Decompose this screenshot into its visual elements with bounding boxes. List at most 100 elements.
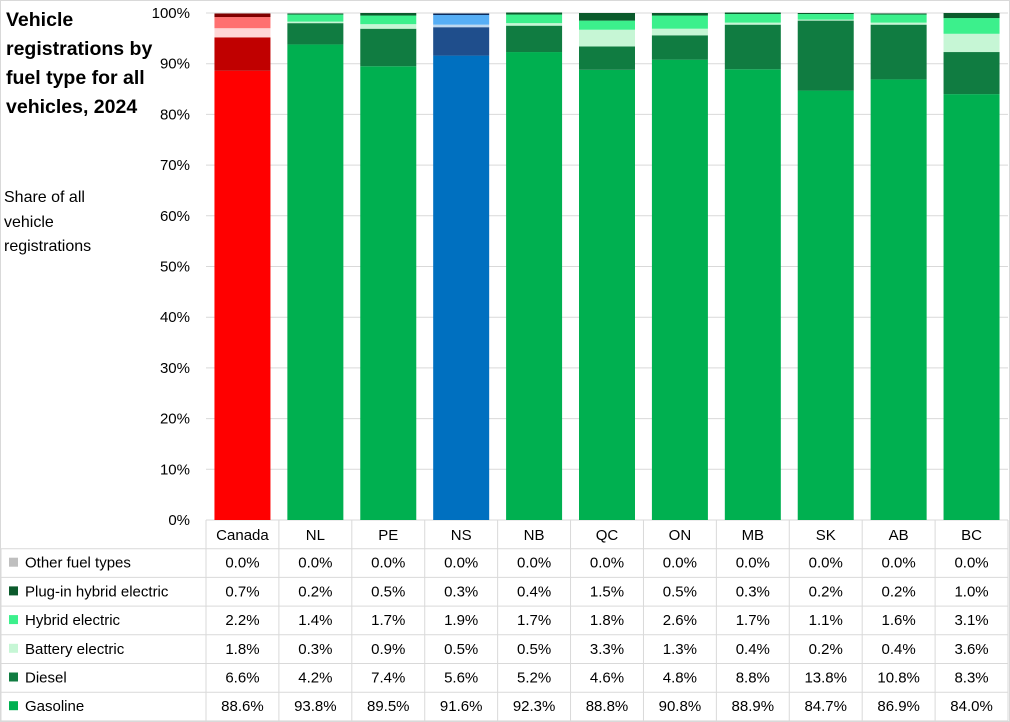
y-tick-label: 20% [160,411,190,428]
data-label: 0.0% [882,555,916,572]
y-tick-label: 60% [160,208,190,225]
x-tick-label: NS [451,527,472,544]
data-label: 90.8% [659,698,702,715]
bar-pe-plug-in-hybrid-electric [360,13,417,16]
y-tick-label: 10% [160,461,190,478]
bar-qc-hybrid-electric [579,20,635,30]
bar-nl-battery-electric [287,21,344,24]
bar-sk-battery-electric [797,19,854,21]
x-tick-label: BC [961,527,982,544]
data-label: 0.5% [517,641,551,658]
bar-ab-battery-electric [870,22,927,25]
data-label: 91.6% [440,698,483,715]
bar-nl-diesel [287,23,344,45]
x-tick-label: Canada [216,527,269,544]
bar-canada-hybrid-electric [214,17,271,29]
y-tick-label: 0% [168,512,190,529]
data-label: 13.8% [804,670,847,687]
data-label: 1.7% [736,612,770,629]
table-row-battery-electric: Battery electric 1.8% 0.3% 0.9% 0.5% 0.5% 3.3%… [9,641,989,658]
data-label: 88.6% [221,698,264,715]
bar-bc-battery-electric [943,33,1000,53]
chart-subtitle: Share of all vehicle registrations [4,189,92,255]
table-row-diesel: Diesel 6.6% 4.2% 7.4% 5.6% 5.2% 4.6% 4.8% 8.8% 13… [9,670,989,687]
bar-stack-qc [579,13,635,520]
data-label: 0.3% [298,641,332,658]
x-tick-label: PE [378,527,398,544]
data-label: 92.3% [513,698,556,715]
table-row-gasoline: Gasoline 88.6% 93.8% 89.5% 91.6% 92.3% 88.8% 90… [9,698,993,715]
data-label: 1.8% [590,612,624,629]
bar-stack-ns [433,13,490,520]
bar-mb-diesel [724,24,781,70]
data-label: 2.2% [225,612,259,629]
bar-bc-diesel [943,52,1000,95]
data-label: 6.6% [225,670,259,687]
x-tick-label: ON [669,527,692,544]
data-label: 0.0% [590,555,624,572]
data-label: 0.0% [225,555,259,572]
y-tick-label: 70% [160,157,190,174]
data-label: 1.8% [225,641,259,658]
data-label: 8.3% [954,670,988,687]
data-label: 0.9% [371,641,405,658]
legend-label: Gasoline [25,698,84,715]
bar-on-battery-electric [651,28,708,36]
data-label: 0.5% [444,641,478,658]
bar-sk-hybrid-electric [797,14,854,20]
legend-label: Diesel [25,670,67,687]
x-tick-label: MB [742,527,765,544]
x-tick-label: SK [816,527,836,544]
legend-label: Other fuel types [25,555,131,572]
bar-sk-plug-in-hybrid-electric [797,13,854,15]
data-label: 4.8% [663,670,697,687]
legend-key-diesel [9,672,18,682]
data-label: 0.0% [298,555,332,572]
data-label: 0.4% [882,641,916,658]
data-label: 3.3% [590,641,624,658]
data-label: 0.3% [736,583,770,600]
bar-nl-gasoline [287,44,344,521]
data-label: 3.1% [954,612,988,629]
bar-ab-hybrid-electric [870,14,927,23]
bar-stack-canada [214,13,271,520]
bar-stacks [214,12,1000,521]
bar-nl-plug-in-hybrid-electric [287,13,344,15]
data-label: 0.5% [371,583,405,600]
bar-nb-hybrid-electric [506,14,563,24]
bar-qc-diesel [579,46,635,70]
data-label: 89.5% [367,698,410,715]
y-axis: 0% 10% 20% 30% 40% 50% 60% 70% 80% 90% 100% [152,5,190,529]
bar-pe-hybrid-electric [360,15,417,25]
data-label: 0.0% [809,555,843,572]
data-label: 1.7% [517,612,551,629]
bar-pe-diesel [360,28,417,67]
bar-nb-battery-electric [506,23,563,26]
bar-ab-plug-in-hybrid-electric [870,13,927,15]
bar-ns-plug-in-hybrid-electric [433,13,490,16]
x-tick-label: AB [889,527,909,544]
bar-ab-gasoline [870,79,927,521]
bar-nb-gasoline [506,52,563,520]
data-label: 0.7% [225,583,259,600]
bar-ns-hybrid-electric [433,15,490,25]
bar-nb-diesel [506,25,563,53]
data-label: 2.6% [663,612,697,629]
legend-key-battery-electric [9,643,18,653]
bar-mb-hybrid-electric [724,14,781,23]
bar-sk-gasoline [797,90,854,521]
bar-pe-gasoline [360,66,417,521]
data-label: 4.6% [590,670,624,687]
y-tick-label: 50% [160,259,190,276]
bar-ns-battery-electric [433,24,490,28]
y-tick-label: 90% [160,56,190,73]
bar-stack-bc [943,13,1000,521]
bar-bc-gasoline [943,94,1000,521]
data-label: 0.5% [663,583,697,600]
table-row-hybrid-electric: Hybrid electric 2.2% 1.4% 1.7% 1.9% 1.7% 1.8% 2… [9,612,989,629]
bar-stack-sk [797,13,854,521]
data-label: 7.4% [371,670,405,687]
bar-nb-plug-in-hybrid-electric [506,12,563,15]
legend-label: Battery electric [25,641,125,658]
bar-on-hybrid-electric [651,15,708,29]
